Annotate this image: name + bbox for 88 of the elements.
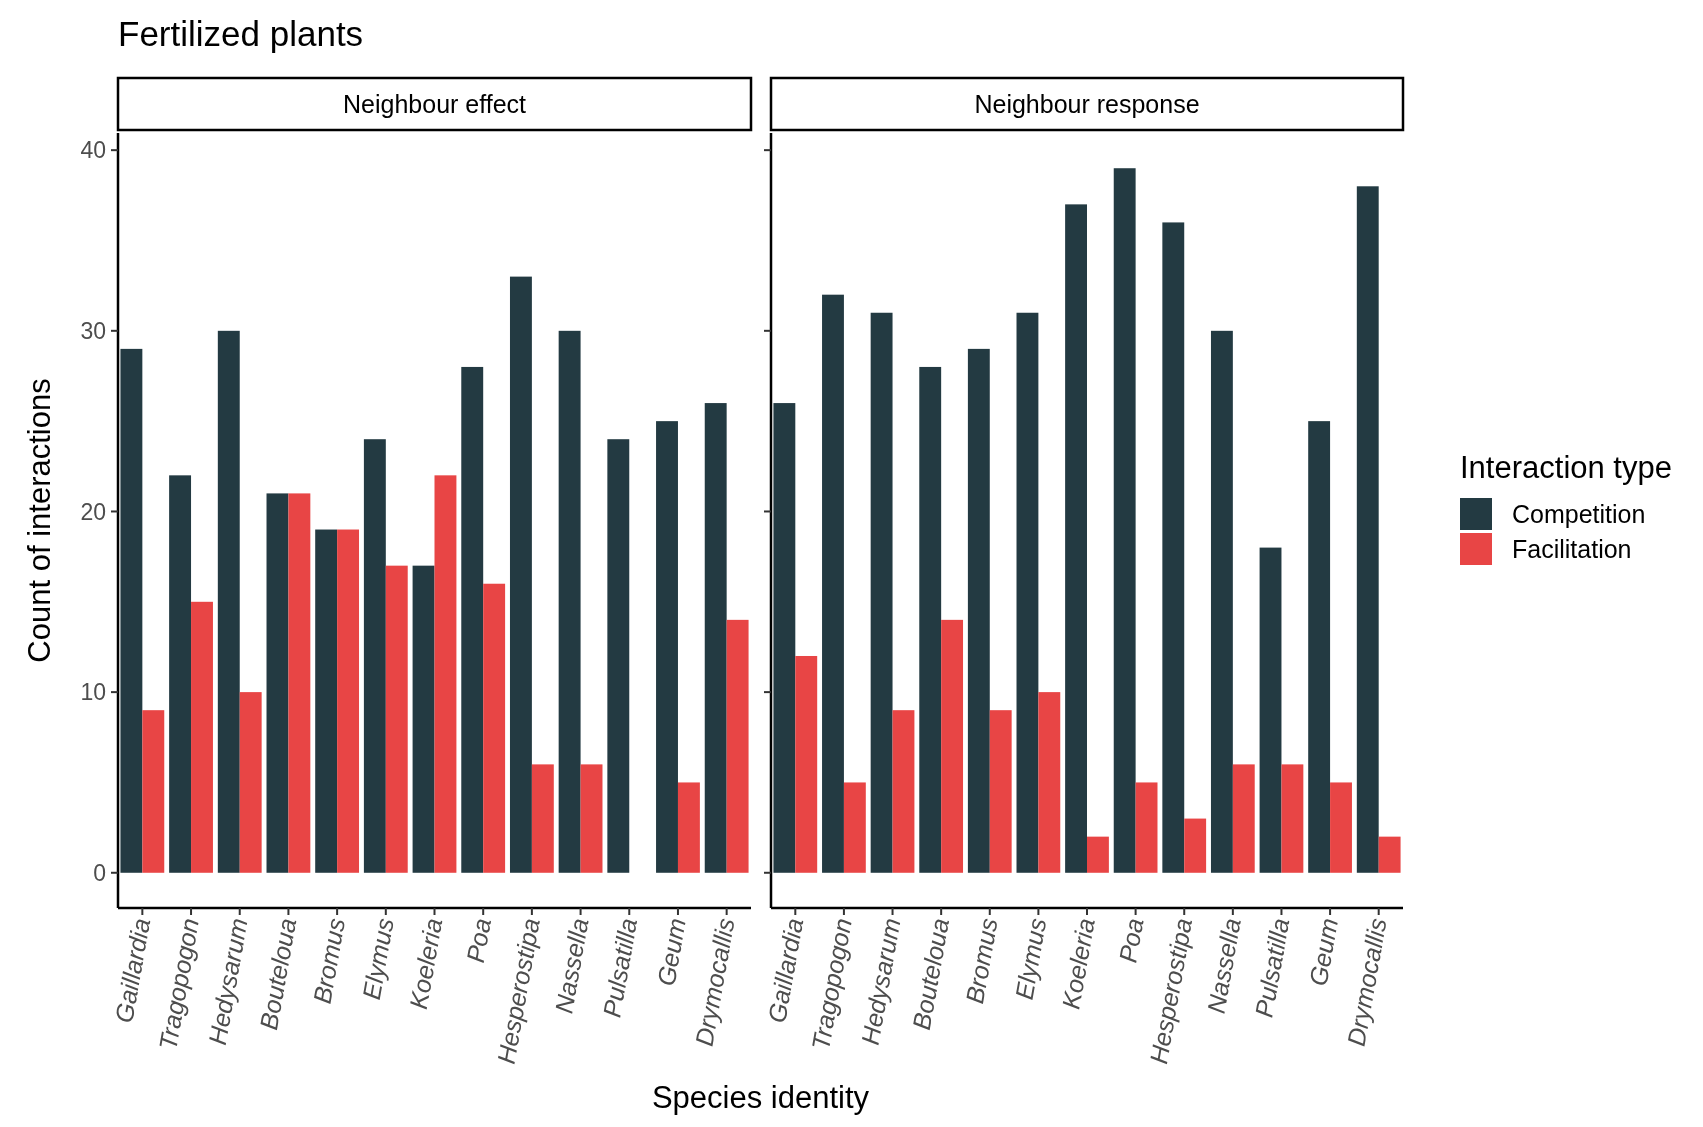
x-tick-label: Hedysarum xyxy=(855,916,906,1047)
y-axis-title: Count of interactions xyxy=(22,378,57,663)
bar xyxy=(412,565,435,873)
bar xyxy=(704,403,727,873)
bar xyxy=(870,312,893,873)
bar xyxy=(1065,204,1087,873)
bar xyxy=(1281,764,1304,873)
bar xyxy=(1232,764,1255,873)
bar xyxy=(1378,836,1401,873)
bar xyxy=(919,366,942,873)
x-tick-label: Pulsatilla xyxy=(1249,915,1295,1020)
bar xyxy=(1113,168,1136,873)
bar xyxy=(677,782,700,873)
bar xyxy=(726,619,749,873)
bar xyxy=(385,565,408,873)
x-tick-label: Nassella xyxy=(1201,915,1246,1016)
x-tick-label: Elymus xyxy=(1009,916,1052,1002)
bar xyxy=(1356,186,1379,873)
bar xyxy=(239,692,262,873)
y-tick-label: 20 xyxy=(80,498,106,525)
x-tick-label: Bouteloua xyxy=(254,915,302,1032)
x-tick-label: Tragopogon xyxy=(806,916,857,1052)
x-tick-label: Pulsatilla xyxy=(597,915,643,1020)
x-tick-label: Drymocallis xyxy=(689,916,740,1049)
bar xyxy=(266,493,289,873)
bar xyxy=(315,529,338,873)
x-tick-label: Bromus xyxy=(307,916,351,1006)
x-tick-label: Hedysarum xyxy=(202,916,253,1047)
x-tick-label: Drymocallis xyxy=(1341,916,1392,1049)
bar xyxy=(1038,692,1061,873)
y-tick-label: 30 xyxy=(80,317,106,344)
bar xyxy=(967,348,990,873)
x-tick-label: Koeleria xyxy=(1056,915,1100,1012)
bar xyxy=(461,366,484,873)
bar xyxy=(217,330,240,873)
bar xyxy=(580,764,603,873)
bar xyxy=(191,601,213,873)
bar xyxy=(1308,421,1331,873)
x-tick-label: Tragopogon xyxy=(153,916,204,1052)
bar xyxy=(1162,222,1185,873)
bar xyxy=(434,475,457,873)
bar xyxy=(1087,836,1109,873)
bar xyxy=(989,710,1012,873)
bar xyxy=(531,764,554,873)
bar xyxy=(773,403,796,873)
bar xyxy=(1330,782,1352,873)
x-tick-label: Geum xyxy=(1303,916,1343,988)
bar xyxy=(1016,312,1039,873)
bar xyxy=(656,421,678,873)
legend-label: Competition xyxy=(1512,499,1646,528)
legend-title: Interaction type xyxy=(1460,450,1672,485)
y-tick-label: 10 xyxy=(80,679,106,706)
bar xyxy=(120,348,143,873)
y-tick-label: 0 xyxy=(93,859,106,886)
x-tick-label: Nassella xyxy=(549,915,594,1016)
chart-title: Fertilized plants xyxy=(118,14,364,53)
bar xyxy=(795,655,818,873)
x-tick-label: Geum xyxy=(651,916,691,988)
x-tick-label: Koeleria xyxy=(403,915,448,1012)
bar xyxy=(337,529,360,873)
y-tick-label: 40 xyxy=(80,137,106,164)
bar xyxy=(822,294,844,873)
bar xyxy=(142,710,165,873)
x-tick-label: Elymus xyxy=(356,916,399,1002)
bar xyxy=(1135,782,1158,873)
chart-subtitle: Neighbour effect xyxy=(343,90,527,118)
bar xyxy=(169,475,192,873)
legend-label: Facilitation xyxy=(1512,534,1632,563)
bar xyxy=(483,583,506,873)
bar xyxy=(1210,330,1233,873)
bar xyxy=(941,619,964,873)
bar xyxy=(607,439,630,873)
x-tick-label: Poa xyxy=(460,915,497,965)
x-tick-label: Bouteloua xyxy=(906,915,955,1032)
bar xyxy=(558,330,581,873)
bar xyxy=(1184,818,1207,873)
chart-subtitle: Neighbour response xyxy=(974,90,1200,118)
bar xyxy=(288,493,311,873)
x-tick-label: Gaillardia xyxy=(109,915,156,1025)
x-tick-label: Poa xyxy=(1113,915,1149,965)
x-tick-label: Gaillardia xyxy=(762,915,809,1025)
bar xyxy=(843,782,866,873)
bar xyxy=(1259,547,1282,873)
bar xyxy=(892,710,915,873)
bar xyxy=(509,276,532,873)
x-axis-title: Species identity xyxy=(651,1080,870,1115)
x-tick-label: Bromus xyxy=(960,916,1003,1006)
bar xyxy=(363,439,386,873)
